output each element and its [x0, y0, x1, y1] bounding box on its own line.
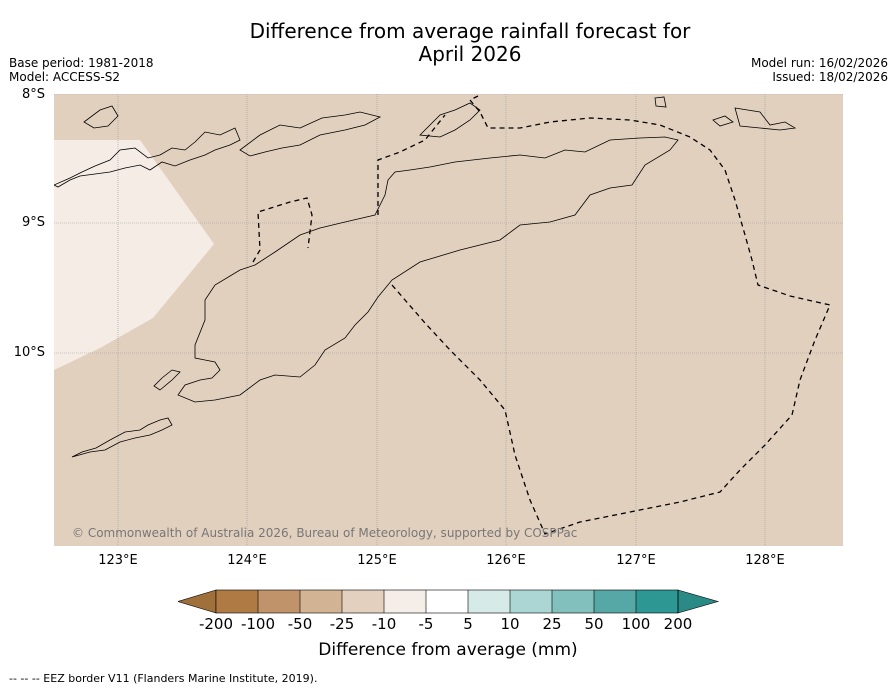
- model-run: Model run: 16/02/2026: [750, 56, 888, 70]
- lon-label-127e: 127°E: [616, 553, 656, 568]
- cbar-tick-50: 50: [584, 615, 604, 633]
- flores-island: [54, 127, 241, 188]
- colorbar-bin-10: [594, 590, 636, 613]
- colorbar-bin-7: [468, 590, 510, 613]
- cbar-tick-100: 100: [621, 615, 651, 633]
- eez-main: [391, 95, 831, 535]
- colorbar-bin-9: [552, 590, 594, 613]
- map-svg: [54, 94, 843, 546]
- colorbar-bin-5: [384, 590, 426, 613]
- lat-label-8s: 8°S: [21, 87, 45, 102]
- cbar-tick-5: 5: [463, 615, 473, 633]
- cbar-tick-neg5: -5: [418, 615, 434, 633]
- lon-label-125e: 125°E: [357, 553, 397, 568]
- copyright-text: © Commonwealth of Australia 2026, Bureau…: [72, 526, 578, 540]
- small-island-5: [83, 105, 119, 129]
- colorbar-extend-low: [178, 589, 217, 614]
- colorbar-extend-high: [677, 589, 720, 614]
- lon-label-124e: 124°E: [227, 553, 267, 568]
- title-line-1: Difference from average rainfall forecas…: [249, 19, 691, 43]
- cbar-tick-neg50: -50: [287, 615, 313, 633]
- rainfall-map: [54, 94, 843, 546]
- coastlines: [54, 96, 797, 458]
- meta-left: Base period: 1981-2018 Model: ACCESS-S2: [9, 56, 154, 84]
- lon-label-128e: 128°E: [745, 553, 785, 568]
- small-island-4: [654, 96, 667, 108]
- small-island-3: [712, 115, 734, 127]
- sumba-island: [71, 417, 173, 458]
- meta-right: Model run: 16/02/2026 Issued: 18/02/2026: [751, 56, 888, 84]
- base-period: Base period: 1981-2018: [9, 56, 154, 70]
- cbar-tick-neg100: -100: [240, 615, 276, 633]
- model-name: Model: ACCESS-S2: [9, 70, 121, 84]
- lon-label-126e: 126°E: [486, 553, 526, 568]
- cbar-tick-10: 10: [500, 615, 520, 633]
- cbar-tick-neg10: -10: [371, 615, 397, 633]
- anomaly-field-moderate-dry: [54, 94, 843, 546]
- anomaly-field-slight-dry: [54, 140, 214, 370]
- title-line-2: April 2026: [418, 42, 522, 66]
- lat-label-10s: 10°S: [13, 345, 45, 360]
- colorbar-bin-8: [510, 590, 552, 613]
- eez-border: [252, 95, 831, 535]
- cbar-tick-neg200: -200: [198, 615, 234, 633]
- chart-title: Difference from average rainfall forecas…: [200, 20, 740, 66]
- eez-oecusse: [252, 197, 313, 263]
- graticule: [54, 94, 843, 546]
- colorbar-bin-6: [426, 590, 468, 613]
- cbar-tick-25: 25: [542, 615, 562, 633]
- lon-label-123e: 123°E: [98, 553, 138, 568]
- eez-north: [377, 114, 446, 215]
- eez-legend-footer: -- -- -- EEZ border V11 (Flanders Marine…: [9, 672, 318, 685]
- colorbar-bin-11: [636, 590, 678, 613]
- colorbar-bin-1: [216, 590, 258, 613]
- colorbar-bin-4: [342, 590, 384, 613]
- lat-label-9s: 9°S: [21, 215, 45, 230]
- cbar-tick-neg25: -25: [329, 615, 355, 633]
- wetar-island: [419, 102, 481, 138]
- colorbar-bin-3: [300, 590, 342, 613]
- timor-island: [177, 136, 679, 403]
- colorbar: [178, 589, 720, 614]
- small-island-1: [153, 369, 181, 391]
- alor-islands: [239, 111, 382, 157]
- cbar-tick-200: 200: [663, 615, 693, 633]
- small-island-2: [734, 107, 797, 131]
- issued-date: Issued: 18/02/2026: [772, 70, 888, 84]
- colorbar-bin-2: [258, 590, 300, 613]
- colorbar-title: Difference from average (mm): [318, 640, 578, 660]
